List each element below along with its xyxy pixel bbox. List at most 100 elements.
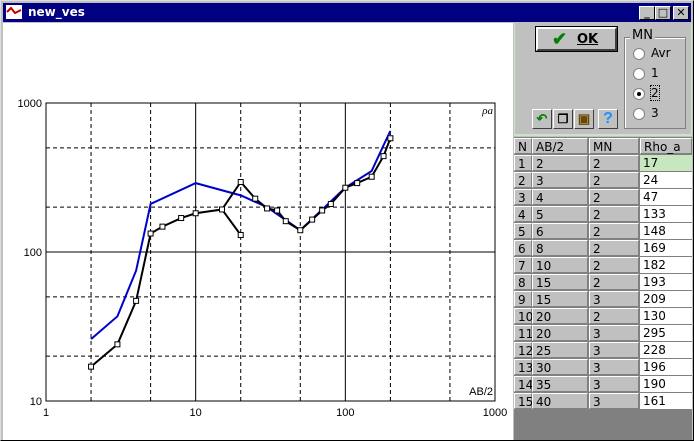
check-icon: ✔ [552, 29, 568, 49]
data-point-marker [264, 205, 271, 212]
table-cell: 9 [514, 291, 532, 307]
rho-value-cell[interactable]: 295 [640, 325, 692, 341]
table-cell: 8 [532, 240, 588, 256]
ok-button-label: OK [577, 32, 599, 47]
table-cell: 2 [589, 240, 639, 256]
table-cell: 35 [532, 376, 588, 392]
radio-label: Avr [651, 46, 671, 60]
rho-value-cell[interactable]: 148 [640, 223, 692, 239]
radio-label: 1 [651, 66, 659, 80]
data-point-marker [327, 200, 334, 207]
table-cell: 25 [532, 342, 588, 358]
rho-value-cell[interactable]: 161 [640, 393, 692, 409]
close-icon: ✕ [676, 6, 686, 19]
app-icon-graphic [6, 5, 22, 19]
rho-value-cell[interactable]: 169 [640, 240, 692, 256]
data-point-marker [219, 206, 226, 213]
table-cell: 2 [589, 274, 639, 290]
data-point-marker [192, 210, 199, 217]
table-cell: 2 [514, 172, 532, 188]
table-cell: 5 [514, 223, 532, 239]
mn-radio-group [624, 37, 686, 129]
help-question-icon: ? [603, 110, 613, 127]
title-bar[interactable]: new_ves _ □ ✕ [3, 3, 691, 22]
table-cell: 40 [532, 393, 588, 409]
rho-value-cell[interactable]: 24 [640, 172, 692, 188]
series-line-measured-b [221, 137, 392, 232]
table-cell: 10 [532, 257, 588, 273]
data-point-marker [319, 207, 326, 214]
table-cell: 20 [532, 325, 588, 341]
data-point-marker [274, 207, 281, 214]
copy-button[interactable]: ❐ [553, 109, 573, 129]
table-cell: 10 [514, 308, 533, 324]
rho-value-cell[interactable]: 47 [640, 189, 692, 205]
paste-clipboard-icon: ▣ [577, 111, 591, 126]
help-button[interactable]: ? [598, 109, 618, 129]
rho-value-cell[interactable]: 228 [640, 342, 692, 358]
table-cell: 15 [514, 393, 533, 409]
table-cell: 15 [532, 274, 588, 290]
table-cell: 2 [589, 189, 639, 205]
data-point-marker [368, 173, 375, 180]
data-table[interactable]: N AB/2 MN Rho_a 1 2 2 17 2 3 2 24 3 4 2 47 4 5 2 133 5 6 2 148 6… [514, 137, 692, 440]
paste-button[interactable]: ▣ [574, 109, 594, 129]
column-header: Rho_a [640, 138, 692, 154]
y-tick-label: 10 [30, 396, 42, 408]
table-cell: 2 [532, 155, 588, 171]
table-cell: 2 [589, 257, 639, 273]
table-cell: 2 [589, 308, 639, 324]
undo-button[interactable]: ↶ [532, 109, 552, 129]
data-point-marker [237, 232, 244, 239]
close-button[interactable]: ✕ [673, 6, 689, 20]
table-cell: 2 [589, 223, 639, 239]
data-point-marker [380, 153, 387, 160]
table-cell: 2 [589, 206, 639, 222]
table-cell: 6 [532, 223, 588, 239]
table-cell: 3 [589, 291, 639, 307]
table-cell: 3 [589, 393, 639, 409]
rho-value-cell[interactable]: 133 [640, 206, 692, 222]
rho-value-cell[interactable]: 130 [640, 308, 692, 324]
ok-button[interactable]: ✔ OK [535, 26, 618, 52]
x-tick-label: 1 [43, 407, 49, 419]
table-cell: 3 [532, 172, 588, 188]
table-cell: 30 [532, 359, 588, 375]
table-cell: 1 [514, 155, 532, 171]
radio-button[interactable] [633, 48, 645, 60]
data-point-marker [147, 230, 154, 237]
y-tick-label: 1000 [18, 98, 42, 110]
radio-label: 2 [650, 85, 660, 101]
table-cell: 14 [514, 376, 533, 392]
sounding-curve-plot[interactable]: 1 10 100 1000 10 100 1000 AB/2 ρa [3, 23, 513, 440]
table-cell: 2 [589, 155, 639, 171]
rho-value-cell[interactable]: 209 [640, 291, 692, 307]
rho-value-cell[interactable]: 182 [640, 257, 692, 273]
data-point-marker [309, 216, 316, 223]
radio-button[interactable] [633, 68, 645, 80]
app-icon[interactable] [6, 5, 22, 19]
rho-value-cell[interactable]: 17 [640, 155, 692, 171]
mn-group-title: MN [630, 28, 655, 43]
series-line-measured-a [90, 208, 242, 368]
radio-button[interactable] [633, 108, 645, 120]
radio-button[interactable] [633, 88, 645, 100]
data-point-marker [133, 297, 140, 304]
data-point-marker [159, 223, 166, 230]
data-point-marker [282, 218, 289, 225]
maximize-button[interactable]: □ [655, 6, 671, 20]
table-cell: 3 [514, 189, 532, 205]
rho-value-cell[interactable]: 190 [640, 376, 692, 392]
rho-value-cell[interactable]: 196 [640, 359, 692, 375]
table-cell: 6 [514, 240, 532, 256]
table-cell: 4 [514, 206, 532, 222]
rho-value-cell[interactable]: 193 [640, 274, 692, 290]
data-point-marker [354, 180, 361, 187]
table-cell: 13 [514, 359, 533, 375]
maximize-icon: □ [657, 6, 669, 19]
y-tick-label: 100 [24, 247, 42, 259]
minimize-button[interactable]: _ [639, 6, 655, 20]
radio-label: 3 [651, 106, 659, 120]
table-cell: 5 [532, 206, 588, 222]
